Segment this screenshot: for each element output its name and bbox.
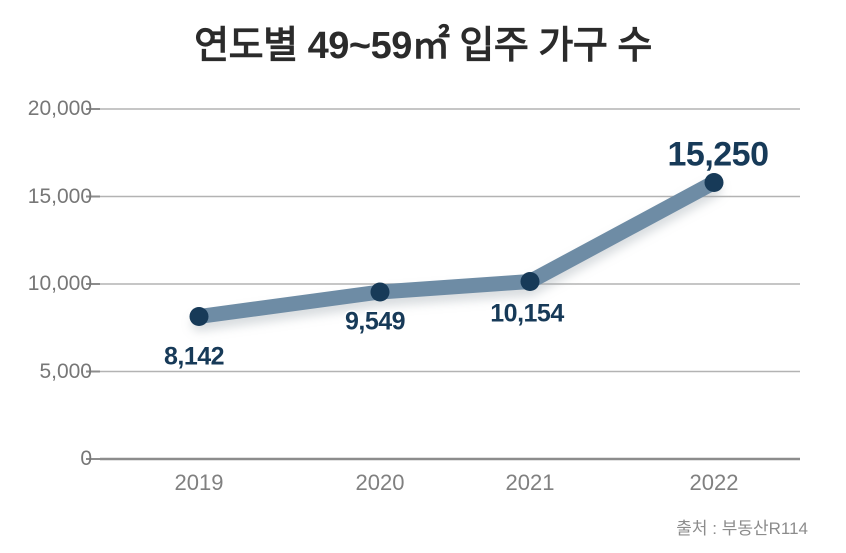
data-point-2020[interactable] (370, 282, 390, 302)
data-line-group (191, 175, 722, 324)
chart-title: 연도별 49~59㎡ 입주 가구 수 (194, 25, 652, 67)
xtick-label-2019: 2019 (174, 470, 224, 495)
data-label-2020: 9,549 (343, 306, 407, 337)
data-point-2022[interactable] (704, 173, 724, 192)
source-note: 출처 : 부동산R114 (676, 519, 808, 538)
ytick-label-5000: 5,000 (39, 359, 92, 383)
ytick-label-10000: 10,000 (27, 272, 92, 295)
y-axis-ticks (86, 108, 100, 460)
data-point-2021[interactable] (520, 272, 540, 291)
ytick-label-0: 0 (80, 447, 92, 470)
data-label-2021: 10,154 (489, 298, 566, 329)
data-label-2019: 8,142 (162, 341, 226, 372)
xtick-label-2022: 2022 (689, 470, 739, 495)
xtick-label-2020: 2020 (355, 470, 405, 495)
y-axis-labels: 20,000 15,000 10,000 5,000 0 (0, 0, 92, 553)
xtick-label-2021: 2021 (505, 470, 555, 495)
data-markers (189, 173, 724, 326)
data-line-series-1 (191, 175, 722, 324)
ytick-label-20000: 20,000 (27, 97, 92, 120)
data-label-2022: 15,250 (667, 135, 770, 174)
data-point-2019[interactable] (189, 307, 209, 326)
ytick-label-15000: 15,000 (27, 184, 92, 208)
